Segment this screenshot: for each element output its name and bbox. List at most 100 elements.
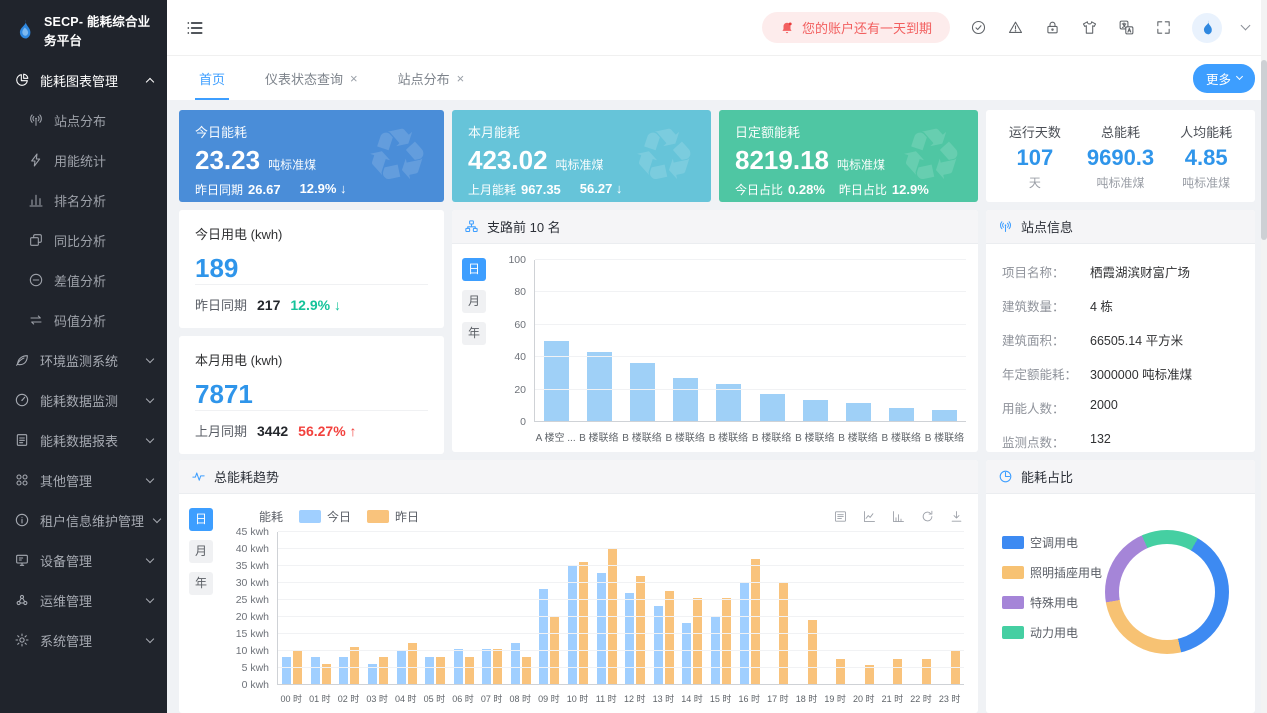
bar-group xyxy=(621,532,650,684)
bar-group xyxy=(621,260,664,421)
sidebar-item[interactable]: 租户信息维护管理 xyxy=(0,500,167,540)
bar-group xyxy=(335,532,364,684)
data-view-icon[interactable] xyxy=(833,509,848,524)
bar-昨日 xyxy=(893,658,903,684)
x-axis-label: 12 时 xyxy=(624,694,646,704)
bar-今日 xyxy=(625,592,635,684)
fullscreen-icon[interactable] xyxy=(1155,19,1172,36)
line-chart-icon[interactable] xyxy=(862,509,877,524)
alert-text: 您的账户还有一天到期 xyxy=(801,21,932,36)
bar-昨日 xyxy=(521,656,531,684)
bar-group xyxy=(535,260,578,421)
info-value: 2000 xyxy=(1090,397,1118,412)
bar-group xyxy=(307,532,336,684)
legend-item[interactable]: 今日 xyxy=(299,508,351,525)
month-electricity-value: 7871 xyxy=(195,379,253,409)
period-button[interactable]: 日 xyxy=(462,258,486,281)
bar-group xyxy=(707,260,750,421)
period-button[interactable]: 日 xyxy=(189,508,213,531)
legend-item[interactable]: 照明插座用电 xyxy=(1002,564,1102,581)
info-icon xyxy=(14,512,30,528)
period-button[interactable]: 年 xyxy=(189,572,213,595)
tab[interactable]: 首页 xyxy=(179,56,245,100)
bar-昨日 xyxy=(407,643,417,684)
x-axis-label: 16 时 xyxy=(738,694,761,704)
sidebar-subitem[interactable]: 码值分析 xyxy=(0,300,167,340)
bar-昨日 xyxy=(750,559,760,684)
bar-group xyxy=(678,532,707,684)
tab-label: 首页 xyxy=(199,71,226,87)
period-button[interactable]: 年 xyxy=(462,322,486,345)
scrollbar-thumb[interactable] xyxy=(1261,60,1267,240)
bar-group xyxy=(850,532,879,684)
sidebar-item[interactable]: 能耗图表管理 xyxy=(0,60,167,100)
gridline xyxy=(278,582,964,583)
sidebar-item[interactable]: 环境监测系统 xyxy=(0,340,167,380)
minus-circle-icon xyxy=(28,272,44,288)
x-axis-label: 05 时 xyxy=(423,694,446,704)
collapse-menu-icon[interactable] xyxy=(185,18,205,38)
check-circle-icon[interactable] xyxy=(970,19,987,36)
panel-header: 支路前 10 名 xyxy=(452,210,978,244)
sidebar-subitem[interactable]: 同比分析 xyxy=(0,220,167,260)
page-scrollbar[interactable] xyxy=(1261,0,1267,713)
branch-top10-panel: 支路前 10 名 日月年 0 20 40 60 80 100 A 楼空 ... B 楼联络 B … xyxy=(452,210,978,452)
bar-group xyxy=(794,260,837,421)
tab[interactable]: 站点分布 × xyxy=(378,56,485,100)
report-icon xyxy=(14,432,30,448)
sidebar-subitem[interactable]: 用能统计 xyxy=(0,140,167,180)
x-axis-label: B 楼联络 xyxy=(622,433,662,444)
legend-item[interactable]: 昨日 xyxy=(367,508,419,525)
bar-昨日 xyxy=(493,648,503,684)
info-row: 建筑数量： 4 栋 xyxy=(1002,288,1239,322)
delta-badge: 56.27% ↑ xyxy=(298,422,357,439)
legend-item[interactable]: 空调用电 xyxy=(1002,534,1102,551)
sidebar-item[interactable]: 能耗数据报表 xyxy=(0,420,167,460)
account-expiry-alert[interactable]: 您的账户还有一天到期 xyxy=(761,12,950,43)
refresh-icon[interactable] xyxy=(920,509,935,524)
sidebar: SECP- 能耗综合业务平台 能耗图表管理 站点分布 用能统计 排名分析 同比分… xyxy=(0,0,167,713)
lock-icon[interactable] xyxy=(1044,19,1061,36)
download-icon[interactable] xyxy=(949,509,964,524)
sidebar-item[interactable]: 能耗数据监测 xyxy=(0,380,167,420)
chevron-down-icon[interactable] xyxy=(1240,20,1251,31)
sidebar-item[interactable]: 系统管理 xyxy=(0,620,167,660)
info-row: 年定额能耗： 3000000 吨标准煤 xyxy=(1002,356,1239,390)
period-button[interactable]: 月 xyxy=(462,290,486,313)
theme-shirt-icon[interactable] xyxy=(1081,19,1098,36)
sidebar-subitem[interactable]: 排名分析 xyxy=(0,180,167,220)
period-button[interactable]: 月 xyxy=(189,540,213,563)
trend-chart-header: 能耗 今日 昨日 xyxy=(259,506,964,526)
close-tab-icon[interactable]: × xyxy=(456,70,465,86)
bar-group xyxy=(707,532,736,684)
sidebar-subitem[interactable]: 站点分布 xyxy=(0,100,167,140)
chevron-down-icon xyxy=(145,394,155,403)
org-chart-icon xyxy=(465,220,478,233)
y-axis-label: 25 kwh xyxy=(235,594,269,606)
x-axis-label: B 楼联络 xyxy=(838,433,878,444)
x-axis-label: B 楼联络 xyxy=(924,433,965,444)
kpi-unit: 吨标准煤 xyxy=(555,158,604,172)
sidebar-item[interactable]: 运维管理 xyxy=(0,580,167,620)
gridline xyxy=(535,291,966,293)
sidebar-item[interactable]: 其他管理 xyxy=(0,460,167,500)
legend-item[interactable]: 特殊用电 xyxy=(1002,594,1102,611)
y-axis-label: 60 xyxy=(514,318,526,331)
sidebar-item[interactable]: 设备管理 xyxy=(0,540,167,580)
language-icon[interactable] xyxy=(1118,19,1135,36)
x-axis-label: B 楼联络 xyxy=(751,433,792,444)
sidebar-item-label: 环境监测系统 xyxy=(40,353,119,369)
warning-icon[interactable] xyxy=(1007,19,1024,36)
user-avatar[interactable] xyxy=(1192,12,1222,43)
legend-item[interactable]: 动力用电 xyxy=(1002,624,1102,641)
y-axis-label: 0 kwh xyxy=(241,679,269,691)
tab[interactable]: 仪表状态查询 × xyxy=(245,56,378,100)
close-tab-icon[interactable]: × xyxy=(350,70,358,86)
sidebar-subitem[interactable]: 差值分析 xyxy=(0,260,167,300)
period-toggle: 日月年 xyxy=(189,508,213,595)
x-axis-label: 04 时 xyxy=(395,694,417,704)
bar-chart-icon[interactable] xyxy=(891,509,906,524)
x-axis-label: 20 时 xyxy=(853,694,875,704)
kpi-card-today-energy: 今日能耗 23.23 吨标准煤 昨日同期 26.67 12.9% ↓ ♻ xyxy=(179,110,444,202)
more-tabs-button[interactable]: 更多 xyxy=(1192,63,1255,93)
